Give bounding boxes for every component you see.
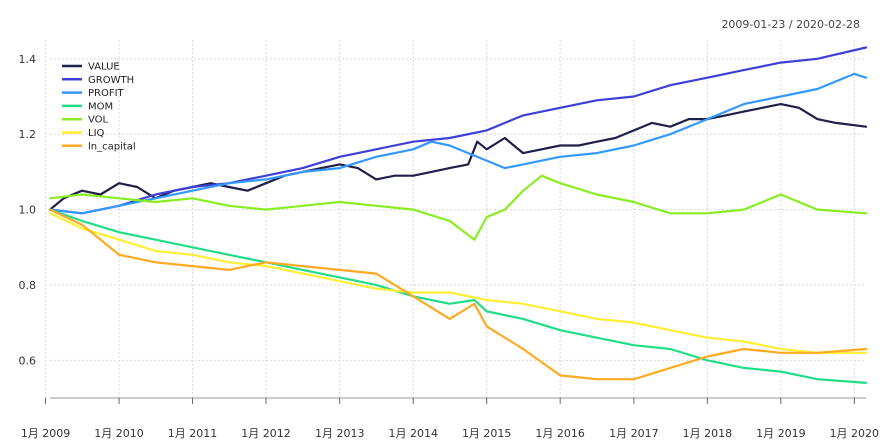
grid	[45, 40, 866, 398]
y-tick-label: 1.2	[19, 128, 37, 141]
series-line-ln_capital	[48, 208, 868, 381]
series-line-growth	[48, 46, 868, 215]
x-tick-label: 1月 2016	[535, 427, 585, 440]
x-tick-label: 1月 2015	[462, 427, 512, 440]
axes: 0.6 0.8 1.0 1.2 1.4 1月 2009 1月 2010 1月 2011 1月 2…	[19, 53, 880, 440]
x-tick-label: 1月 2011	[168, 427, 218, 440]
legend: VALUE GROWTH PROFIT MOM VOL LIQ ln_capital	[62, 62, 136, 152]
x-tick-label: 1月 2019	[756, 427, 806, 440]
legend-label: MOM	[88, 101, 113, 112]
legend-label: VOL	[88, 115, 109, 126]
x-tick-label: 1月 2012	[241, 427, 291, 440]
x-tick-label: 1月 2018	[683, 427, 733, 440]
series-lines	[48, 46, 868, 384]
y-tick-label: 0.6	[19, 354, 37, 367]
y-tick-label: 0.8	[19, 279, 37, 292]
legend-label: PROFIT	[88, 88, 125, 99]
legend-label: VALUE	[88, 62, 120, 73]
series-line-mom	[48, 208, 868, 384]
x-tick-label: 1月 2009	[21, 427, 71, 440]
x-tick-label: 1月 2010	[94, 427, 144, 440]
series-line-vol	[48, 174, 868, 241]
legend-label: LIQ	[88, 128, 105, 139]
x-tick-label: 1月 2013	[315, 427, 365, 440]
legend-label: GROWTH	[88, 75, 134, 86]
x-tick-label: 1月 2020	[830, 427, 880, 440]
series-line-profit	[48, 72, 868, 215]
x-tick-label: 1月 2017	[609, 427, 659, 440]
legend-label: ln_capital	[88, 141, 136, 152]
x-tick-label: 1月 2014	[388, 427, 438, 440]
series-line-liq	[48, 212, 868, 354]
date-range-label: 2009-01-23 / 2020-02-28	[721, 18, 860, 31]
y-tick-label: 1.0	[19, 204, 37, 217]
y-tick-label: 1.4	[19, 53, 37, 66]
